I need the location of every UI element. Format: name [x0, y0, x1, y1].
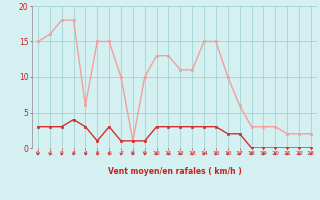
X-axis label: Vent moyen/en rafales ( km/h ): Vent moyen/en rafales ( km/h ): [108, 167, 241, 176]
